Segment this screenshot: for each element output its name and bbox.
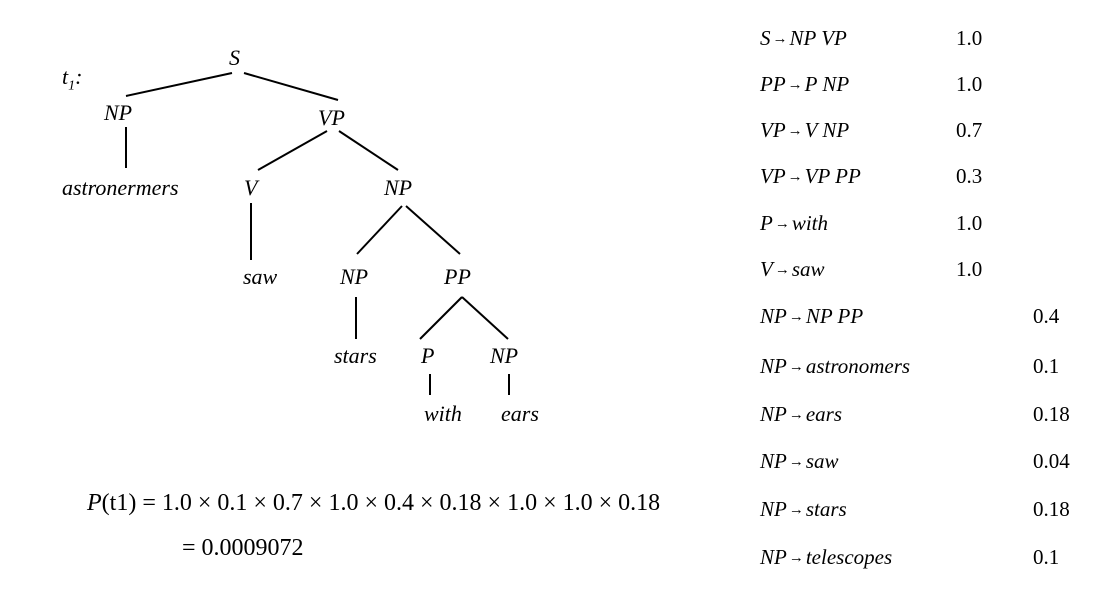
- grammar-rule-6: NP →NP PP: [760, 306, 863, 327]
- rule-probability: 0.4: [1033, 304, 1060, 328]
- rule-probability: 0.1: [1033, 545, 1060, 569]
- rule-lhs: NP: [760, 545, 787, 569]
- rule-lhs: VP: [760, 164, 786, 188]
- arrow-icon: →: [788, 359, 804, 375]
- rule-lhs: NP: [760, 304, 787, 328]
- node-v: V: [244, 175, 258, 200]
- grammar-rule-5: V →saw: [760, 259, 825, 280]
- probability-formula-line1: P(t1) = 1.0 × 0.1 × 0.7 × 1.0 × 0.4 × 0.…: [87, 491, 660, 515]
- node-np-subject: NP: [104, 100, 133, 125]
- rule-probability: 1.0: [956, 26, 983, 50]
- edge-np-pp: [405, 205, 461, 255]
- rule-lhs: PP: [760, 72, 786, 96]
- arrow-icon: →: [788, 407, 804, 423]
- node-np-object: NP: [384, 175, 413, 200]
- edge-pp-npears: [461, 296, 509, 340]
- rule-rhs: stars: [805, 497, 847, 521]
- edge-s-vp: [243, 72, 339, 101]
- node-s: S: [229, 45, 240, 70]
- rule-rhs: ears: [805, 402, 843, 426]
- formula-arg: (t1): [101, 490, 137, 516]
- rule-rhs: saw: [805, 449, 839, 473]
- rule-lhs: S: [760, 26, 771, 50]
- edge-s-np: [125, 72, 233, 97]
- rule-lhs: V: [760, 257, 773, 281]
- tree-label-subscript: 1: [68, 78, 76, 94]
- tree-label-colon: :: [75, 64, 83, 89]
- grammar-rule-0: S →NP VP: [760, 28, 847, 49]
- leaf-ears: ears: [501, 401, 539, 426]
- grammar-rule-2: VP →V NP: [760, 120, 849, 141]
- node-pp: PP: [444, 264, 471, 289]
- rule-lhs: NP: [760, 354, 787, 378]
- arrow-icon: →: [788, 454, 804, 470]
- arrow-icon: →: [774, 262, 790, 278]
- rule-lhs: P: [760, 211, 773, 235]
- grammar-rule-4: P →with: [760, 213, 828, 234]
- grammar-rule-1: PP →P NP: [760, 74, 849, 95]
- grammar-rule-10: NP →stars: [760, 499, 847, 520]
- rule-rhs: VP PP: [804, 164, 861, 188]
- rule-rhs: V NP: [804, 118, 850, 142]
- rule-lhs: NP: [760, 402, 787, 426]
- rule-lhs: NP: [760, 449, 787, 473]
- arrow-icon: →: [787, 123, 803, 139]
- probability-formula-line2: = 0.0009072: [182, 535, 304, 561]
- formula-product: = 1.0 × 0.1 × 0.7 × 1.0 × 0.4 × 0.18 × 1…: [142, 490, 661, 516]
- edge-pp-p: [419, 296, 463, 340]
- parse-tree-edges: [125, 72, 510, 395]
- grammar-rule-11: NP →telescopes: [760, 547, 892, 568]
- leaf-stars: stars: [334, 343, 377, 368]
- tree-label: t1:: [62, 66, 82, 93]
- grammar-rule-8: NP →ears: [760, 404, 842, 425]
- rule-probability: 0.1: [1033, 354, 1060, 378]
- grammar-rule-7: NP →astronomers: [760, 356, 910, 377]
- rule-rhs: with: [791, 211, 829, 235]
- rule-rhs: telescopes: [805, 545, 893, 569]
- node-np-ears: NP: [490, 343, 519, 368]
- leaf-with: with: [424, 401, 462, 426]
- rule-lhs: VP: [760, 118, 786, 142]
- leaf-saw: saw: [243, 264, 278, 289]
- leaf-astronermers: astronermers: [62, 175, 179, 200]
- rule-probability: 0.3: [956, 164, 983, 188]
- rule-probability: 0.7: [956, 118, 983, 142]
- grammar-rule-9: NP →saw: [760, 451, 839, 472]
- rule-probability: 1.0: [956, 211, 983, 235]
- node-p: P: [421, 343, 435, 368]
- formula-p: P: [87, 490, 102, 516]
- arrow-icon: →: [787, 169, 803, 185]
- tree-label-name: t: [62, 64, 69, 89]
- rule-probability: 1.0: [956, 72, 983, 96]
- arrow-icon: →: [788, 309, 804, 325]
- arrow-icon: →: [774, 216, 790, 232]
- rule-rhs: NP VP: [789, 26, 847, 50]
- edge-vp-np: [338, 130, 399, 171]
- rule-rhs: P NP: [804, 72, 850, 96]
- edge-vp-v: [257, 130, 328, 171]
- node-vp: VP: [318, 105, 345, 130]
- rule-probability: 1.0: [956, 257, 983, 281]
- arrow-icon: →: [772, 31, 788, 47]
- rule-probability: 0.04: [1033, 449, 1070, 473]
- arrow-icon: →: [788, 550, 804, 566]
- rule-lhs: NP: [760, 497, 787, 521]
- edge-np-npinner: [356, 205, 403, 255]
- rule-rhs: NP PP: [805, 304, 864, 328]
- rule-rhs: saw: [791, 257, 825, 281]
- grammar-rule-3: VP →VP PP: [760, 166, 861, 187]
- rule-probability: 0.18: [1033, 497, 1070, 521]
- arrow-icon: →: [787, 77, 803, 93]
- arrow-icon: →: [788, 502, 804, 518]
- rule-probability: 0.18: [1033, 402, 1070, 426]
- node-np-inner: NP: [340, 264, 369, 289]
- rule-rhs: astronomers: [805, 354, 911, 378]
